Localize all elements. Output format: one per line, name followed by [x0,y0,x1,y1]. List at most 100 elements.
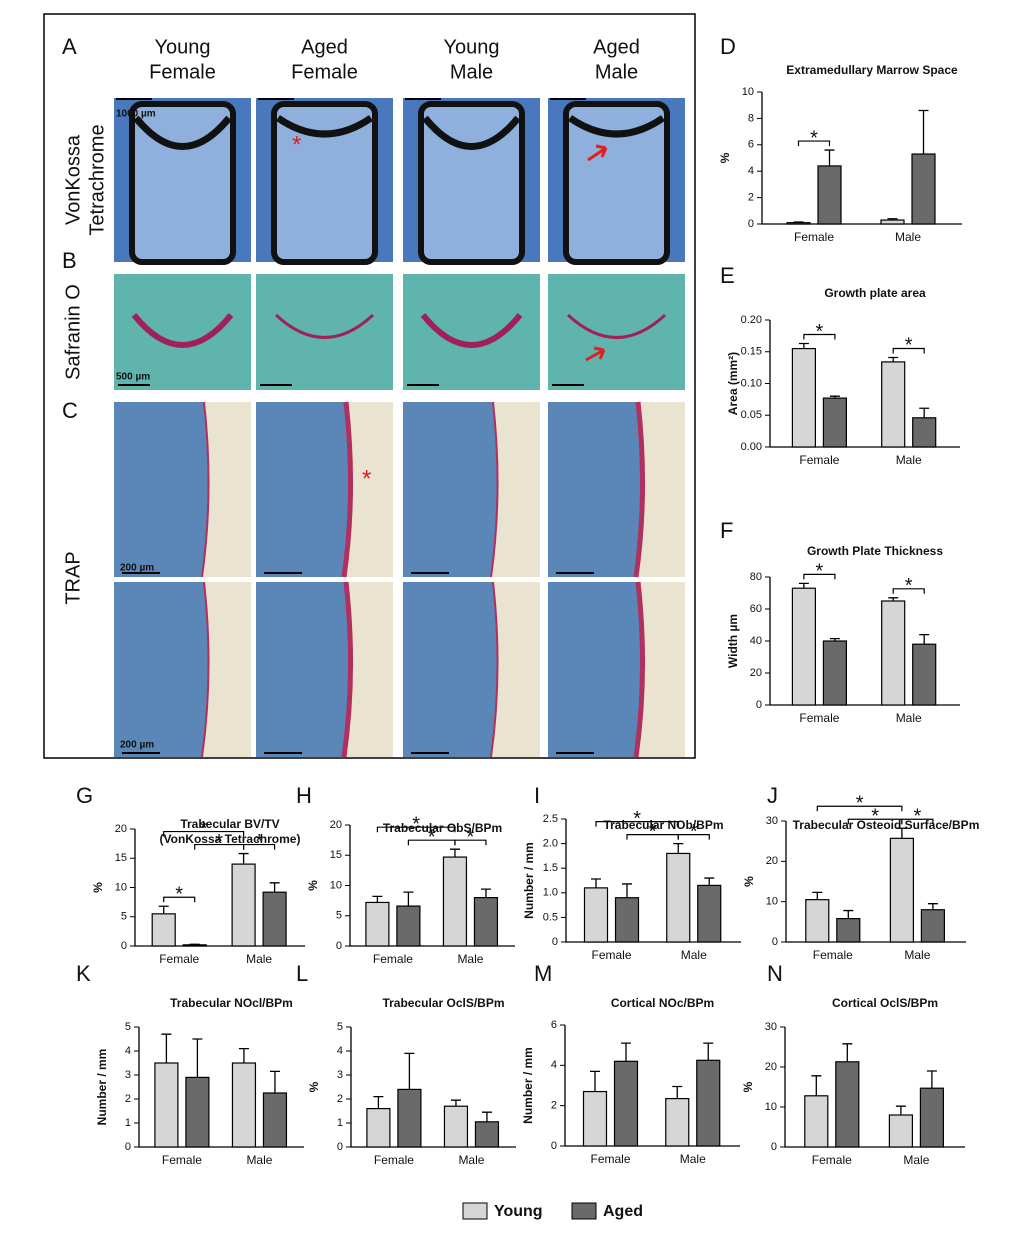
osteoclast-front [490,401,499,578]
legend-label: Young [494,1203,543,1220]
y-tick-label: 0 [337,1141,343,1153]
y-tick-label: 0 [125,1141,131,1153]
cartilage [566,313,667,339]
y-tick-label: 0 [772,936,778,948]
y-axis-label: Number / mm [95,1049,109,1126]
x-tick-label: Male [457,952,483,966]
y-tick-label: 8 [748,112,754,124]
error-bar [829,637,840,641]
panel-letter: F [720,518,733,543]
legend-swatch [571,1202,597,1220]
osteoclast-front [633,581,646,758]
y-tick-label: 20 [765,1061,777,1073]
y-tick-label: 0 [748,218,754,230]
bar [805,899,830,943]
trabecular-bone [403,402,498,577]
y-tick-label: 4 [337,1045,343,1057]
y-tick-label: 40 [750,635,762,647]
y-tick-label: 10 [766,896,778,908]
error-bar [812,891,823,900]
error-bar [373,1095,384,1109]
column-header: Male [595,61,638,83]
y-tick-label: 0 [551,1140,557,1152]
error-bar [704,877,715,886]
y-tick-label: 0 [336,940,342,952]
bar [911,153,936,225]
cartilage [131,313,234,348]
y-tick-label: 5 [337,1021,343,1033]
error-bar [842,1043,853,1062]
row-label: Safranin O [62,284,84,380]
x-tick-label: Male [246,952,272,966]
y-tick-label: 0.20 [741,314,762,326]
bar [365,901,390,947]
error-bar [449,848,460,858]
significance-bracket [454,839,487,846]
scale-bar-label: 200 µm [120,563,154,574]
error-bar [919,633,930,645]
growth-plate [422,115,521,150]
bar [151,913,176,947]
scale-bar-label: 1000 µm [116,109,156,120]
bar [835,1061,860,1148]
error-bar [829,395,840,399]
bar [154,1062,179,1148]
y-tick-label: 2 [125,1093,131,1105]
panel-letter: B [62,248,77,273]
y-axis-label: % [306,880,320,891]
y-tick-label: 0.05 [741,409,762,421]
bar [912,643,937,706]
panel-letter: A [62,34,77,59]
y-axis-label: % [91,882,105,893]
bar [474,1121,500,1148]
marrow [418,101,525,265]
y-tick-label: 1.5 [543,862,558,874]
significance-label: * [649,821,657,843]
significance-label: * [412,813,420,835]
y-tick-label: 10 [765,1101,777,1113]
chart-title: Extramedullary Marrow Space [786,63,958,77]
y-tick-label: 20 [330,819,342,831]
significance-label: * [200,818,208,840]
significance-label: * [690,821,698,843]
significance-label: * [905,575,913,597]
chart-title: Trabecular Osteoid Surface/BPm [793,818,980,832]
x-tick-label: Male [246,1153,272,1167]
y-tick-label: 1 [337,1117,343,1129]
bar [697,884,722,943]
y-tick-label: 3 [125,1069,131,1081]
column-header: Young [444,36,500,58]
osteoclast-front [201,581,210,758]
significance-bracket [901,818,934,825]
annotation: * [362,465,371,492]
bar [614,897,640,943]
y-axis-label: Number / mm [521,1047,535,1124]
y-tick-label: 6 [551,1019,557,1031]
bar [822,397,848,448]
y-tick-label: 0 [552,936,558,948]
panel-letter: M [534,961,552,986]
bar [665,1098,690,1147]
trabecular-bone [256,582,351,757]
error-bar [590,1070,600,1092]
significance-bracket [163,896,196,903]
marrow [563,101,670,265]
marrow [271,101,378,265]
error-bar [811,1075,822,1096]
osteoclast-front [490,581,499,758]
x-tick-label: Male [681,948,707,962]
growth-plate [276,115,373,138]
x-tick-label: Female [591,948,631,962]
x-tick-label: Female [812,1153,852,1167]
error-bar [158,905,169,914]
significance-bracket [163,830,245,837]
bar [822,640,848,706]
error-bar [269,1070,280,1093]
safranin-image [114,274,251,390]
bar [920,909,946,943]
safranin-image [256,274,393,390]
y-tick-label: 0 [121,940,127,952]
error-bar [896,827,907,839]
error-bar [622,883,632,898]
error-bar [480,888,491,898]
